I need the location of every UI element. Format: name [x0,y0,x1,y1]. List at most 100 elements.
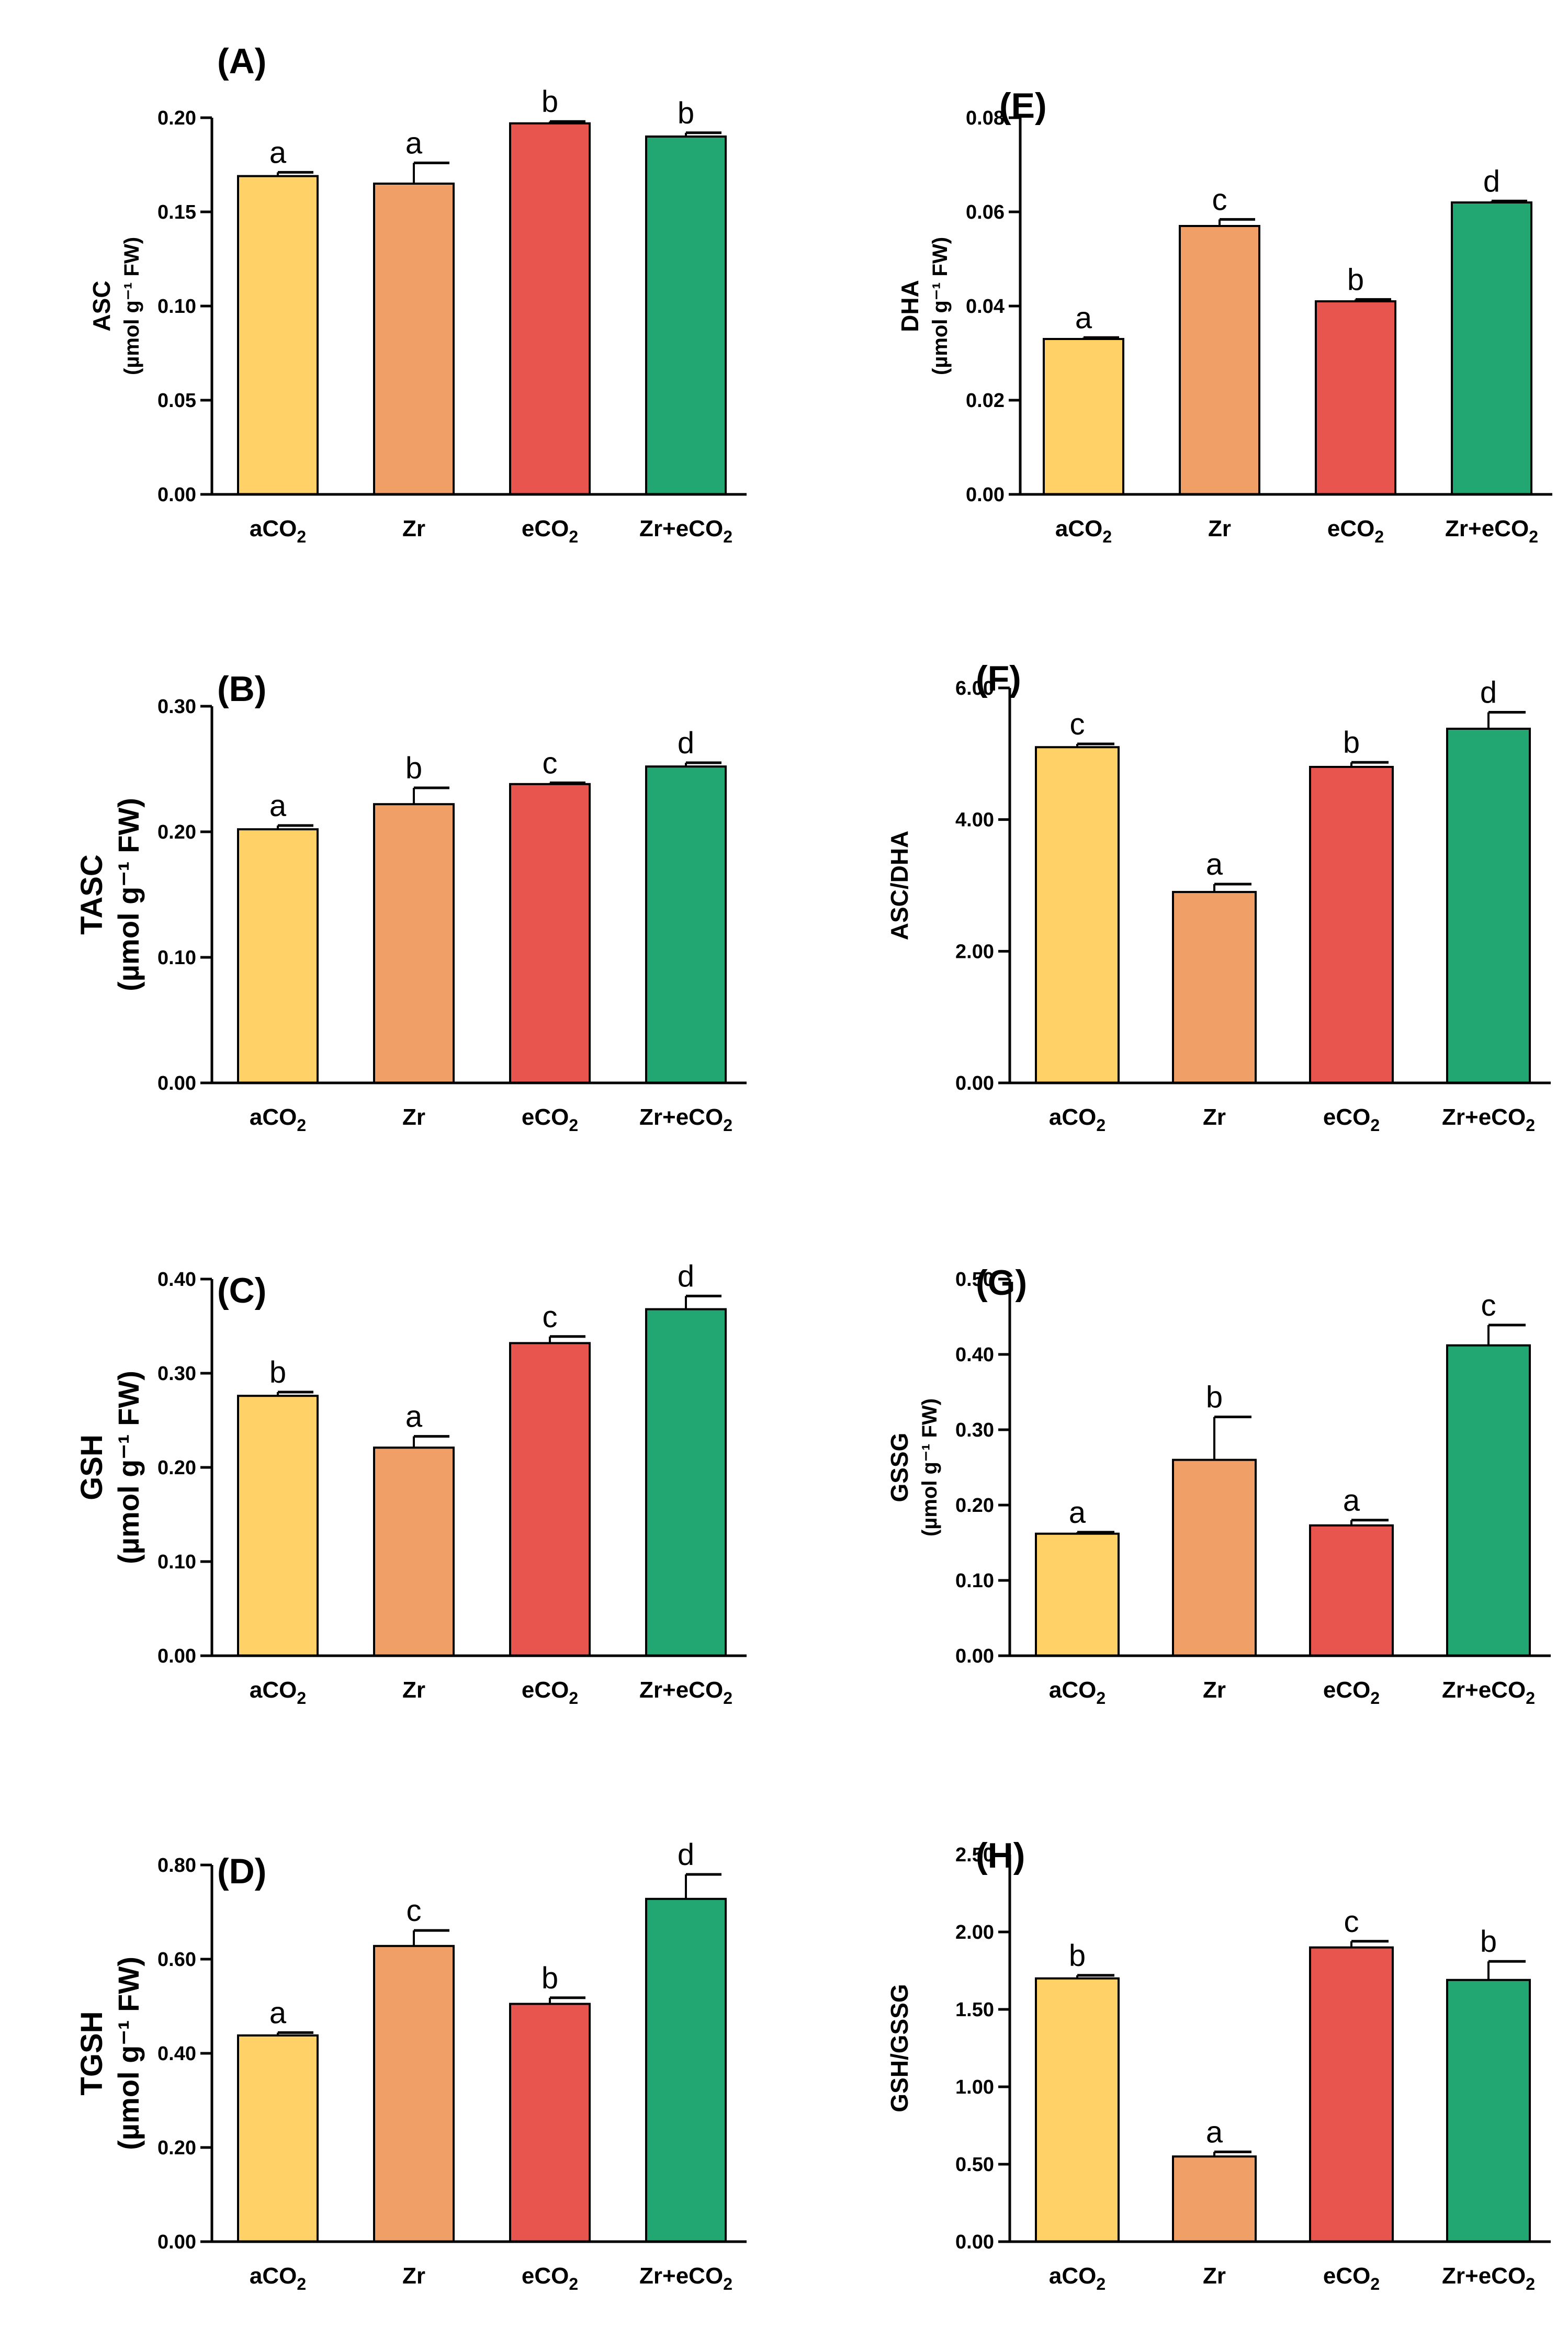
sig-letter-0-2: b [542,85,558,119]
panel-a: a aCO2 a Zr b eCO2 b Zr+eCO2 0.00 0.05 0.10 0.15 0.2… [88,41,747,546]
bar-5-2 [1309,766,1394,1084]
bar-5-1 [1172,891,1257,1084]
bar-7-0 [1035,1977,1120,2243]
bar-2-2 [509,1342,591,1657]
y-tick-label-2-3: 0.30 [157,1363,196,1385]
bar-2-1 [373,1446,455,1657]
sig-letter-0-1: a [405,126,423,160]
y-tick-label-1-0: 0.00 [157,1072,196,1094]
sig-letter-5-2: b [1343,726,1360,760]
bar-6-0 [1035,1532,1120,1657]
category-label-3-2: eCO2 [522,2263,578,2293]
sig-letter-4-3: d [1483,164,1500,198]
y-tick-label-4-1: 0.02 [966,390,1005,412]
y-tick-label-6-3: 0.30 [955,1419,994,1441]
panel-label-3: (D) [217,1851,266,1891]
y-tick-label-7-4: 2.00 [955,1921,994,1943]
sig-letter-5-1: a [1206,847,1223,881]
category-label-7-1: Zr [1203,2263,1226,2289]
y-tick-label-3-3: 0.60 [157,1949,196,1971]
panel-label-6: (G) [976,1263,1027,1303]
bar-4-2 [1315,300,1396,495]
panel-h: b aCO2 a Zr c eCO2 b Zr+eCO2 0.00 0.50 1.00 1.50 2.0… [886,1836,1551,2293]
category-label-2-0: aCO2 [250,1677,306,1708]
panel-label-7: (H) [976,1836,1025,1875]
bar-1-2 [509,783,591,1084]
y-tick-label-0-1: 0.05 [157,390,196,412]
category-label-2-2: eCO2 [522,1677,578,1708]
bar-3-1 [373,1945,455,2243]
y-tick-label-2-2: 0.20 [157,1457,196,1479]
y-tick-label-5-2: 4.00 [955,809,994,831]
y-axis-title-0: ASC [88,280,115,331]
bar-5-0 [1035,746,1120,1084]
category-label-7-3: Zr+eCO2 [1442,2263,1535,2293]
category-label-0-1: Zr [402,516,425,541]
category-label-1-1: Zr [402,1104,425,1130]
panel-b: a aCO2 b Zr c eCO2 d Zr+eCO2 0.00 0.10 0.20 0.30 (B)… [75,669,747,1135]
y-tick-label-7-5: 2.50 [955,1844,994,1866]
y-tick-label-1-2: 0.20 [157,821,196,843]
y-tick-label-6-5: 0.50 [955,1269,994,1291]
panel-label-4: (E) [999,86,1047,126]
bar-0-2 [509,122,591,496]
y-tick-label-2-4: 0.40 [157,1269,196,1291]
sig-letter-3-0: a [269,1996,287,2030]
bar-2-3 [645,1308,727,1657]
category-label-1-3: Zr+eCO2 [639,1104,732,1135]
sig-letter-0-3: b [678,96,694,130]
y-tick-label-7-3: 1.50 [955,1999,994,2021]
panel-e: a aCO2 c Zr b eCO2 d Zr+eCO2 0.00 0.02 0.04 0.06 0.0… [896,86,1552,546]
y-tick-label-0-2: 0.10 [157,296,196,318]
y-axis-title-3: TGSH [75,2011,109,2095]
category-label-7-2: eCO2 [1323,2263,1380,2293]
category-label-6-0: aCO2 [1049,1677,1106,1708]
y-tick-label-5-3: 6.00 [955,677,994,699]
y-tick-label-4-2: 0.04 [966,296,1005,318]
bar-0-3 [645,135,727,495]
y-tick-label-5-1: 2.00 [955,941,994,963]
sig-letter-4-0: a [1075,301,1092,335]
panel-label-5: (F) [976,659,1021,698]
bar-0-0 [237,175,319,496]
sig-letter-7-2: c [1344,1905,1359,1939]
bar-3-3 [645,1897,727,2243]
sig-letter-4-1: c [1212,183,1227,217]
bar-6-3 [1446,1344,1531,1657]
panel-label-0: (A) [217,41,266,81]
y-tick-label-4-0: 0.00 [966,484,1005,506]
category-label-3-1: Zr [402,2263,425,2289]
category-label-2-1: Zr [402,1677,425,1703]
category-label-0-0: aCO2 [250,516,306,546]
sig-letter-6-2: a [1343,1484,1360,1518]
category-label-6-2: eCO2 [1323,1677,1380,1708]
y-tick-label-1-3: 0.30 [157,696,196,718]
y-tick-label-6-4: 0.40 [955,1344,994,1366]
y-axis-title-6: GSSG [886,1433,913,1502]
bar-3-2 [509,2003,591,2243]
y-axis-units-6: (µmol g⁻¹ FW) [918,1398,941,1536]
y-tick-label-3-4: 0.80 [157,1855,196,1876]
bar-1-1 [373,803,455,1084]
panel-label-2: (C) [217,1271,266,1310]
bar-3-0 [237,2034,319,2243]
y-tick-label-3-2: 0.40 [157,2043,196,2065]
sig-letter-5-0: c [1070,707,1085,741]
sig-letter-5-3: d [1480,676,1497,710]
y-tick-label-6-2: 0.20 [955,1495,994,1517]
y-axis-title-2: GSH [75,1434,109,1500]
sig-letter-0-0: a [269,135,287,169]
category-label-0-3: Zr+eCO2 [639,516,732,546]
y-tick-label-1-1: 0.10 [157,947,196,969]
sig-letter-2-0: b [269,1355,286,1389]
sig-letter-3-3: d [678,1838,694,1872]
y-tick-label-0-4: 0.20 [157,107,196,129]
bar-7-1 [1172,2155,1257,2243]
y-tick-label-4-3: 0.06 [966,201,1005,223]
category-label-4-2: eCO2 [1327,516,1384,546]
bar-6-1 [1172,1459,1257,1657]
y-tick-label-6-1: 0.10 [955,1570,994,1592]
sig-letter-1-2: c [543,746,558,780]
y-axis-units-0: (µmol g⁻¹ FW) [120,237,143,375]
y-axis-units-4: (µmol g⁻¹ FW) [929,237,952,375]
